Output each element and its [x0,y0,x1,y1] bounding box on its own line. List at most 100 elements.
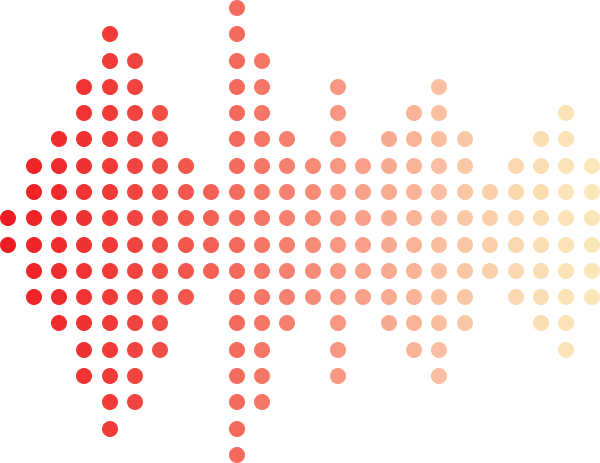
wave-dot [76,262,93,279]
wave-dot [228,184,245,201]
wave-dot [228,105,245,122]
wave-dot [558,262,575,279]
wave-dot [127,341,144,358]
wave-dot [25,262,42,279]
wave-dot [431,368,448,385]
wave-dot [152,315,169,332]
wave-dot [152,131,169,148]
wave-dot [101,26,118,43]
wave-dot [253,315,270,332]
wave-dot [253,341,270,358]
wave-dot [431,105,448,122]
wave-dot [25,184,42,201]
wave-dot [532,210,549,227]
wave-dot [253,262,270,279]
wave-dot [558,315,575,332]
wave-dot [329,131,346,148]
wave-dot [329,105,346,122]
wave-dot [0,210,17,227]
wave-dot [101,210,118,227]
wave-dot [152,262,169,279]
wave-dot [532,262,549,279]
wave-dot [431,184,448,201]
wave-dot [228,26,245,43]
wave-dot [152,210,169,227]
wave-dot [507,157,524,174]
wave-dot [279,236,296,253]
wave-dot [127,184,144,201]
wave-dot [228,131,245,148]
wave-dot [101,368,118,385]
wave-dot [380,157,397,174]
wave-dot [431,210,448,227]
wave-dot [456,289,473,306]
wave-dot [406,289,423,306]
wave-dot [507,289,524,306]
wave-dot [203,210,220,227]
wave-dot [51,184,68,201]
wave-dot [228,210,245,227]
wave-dot [51,236,68,253]
wave-dot [228,0,245,16]
wave-dot [127,289,144,306]
wave-dot [76,105,93,122]
wave-dot [380,184,397,201]
wave-dot [558,184,575,201]
wave-dot [583,184,600,201]
wave-dot [101,184,118,201]
wave-dot [279,184,296,201]
wave-dot [152,105,169,122]
wave-dot [51,315,68,332]
wave-dot [228,157,245,174]
wave-dot [228,78,245,95]
wave-dot [101,394,118,411]
wave-dot [253,236,270,253]
wave-dot [456,131,473,148]
wave-dot [228,446,245,463]
wave-dot [228,262,245,279]
wave-dot [329,78,346,95]
wave-dot [431,78,448,95]
wave-dot [101,341,118,358]
wave-dot [431,236,448,253]
wave-dot [253,394,270,411]
wave-dot [329,157,346,174]
wave-dot [456,157,473,174]
wave-dot [279,289,296,306]
wave-dot [329,262,346,279]
wave-dot [177,157,194,174]
wave-dot [456,262,473,279]
wave-dot [406,157,423,174]
wave-dot [76,236,93,253]
wave-dot [25,289,42,306]
wave-dot [329,368,346,385]
wave-dot [253,368,270,385]
wave-dot [228,236,245,253]
wave-dot [101,105,118,122]
wave-dot [228,289,245,306]
wave-dot [101,289,118,306]
wave-dot [558,157,575,174]
wave-dot [406,210,423,227]
wave-dot [329,315,346,332]
wave-dot [558,210,575,227]
wave-dot [127,394,144,411]
wave-dot [152,341,169,358]
wave-dot [101,236,118,253]
wave-dot [482,184,499,201]
wave-dot [101,78,118,95]
wave-dot [380,289,397,306]
wave-dot [76,131,93,148]
wave-dot [380,315,397,332]
wave-dot [532,157,549,174]
wave-dot [329,236,346,253]
wave-dot [51,262,68,279]
wave-dot [127,78,144,95]
wave-dot [279,210,296,227]
wave-dot [406,341,423,358]
wave-dot [127,236,144,253]
wave-dot [406,105,423,122]
wave-dot [127,262,144,279]
wave-dot [101,315,118,332]
wave-dot [177,262,194,279]
